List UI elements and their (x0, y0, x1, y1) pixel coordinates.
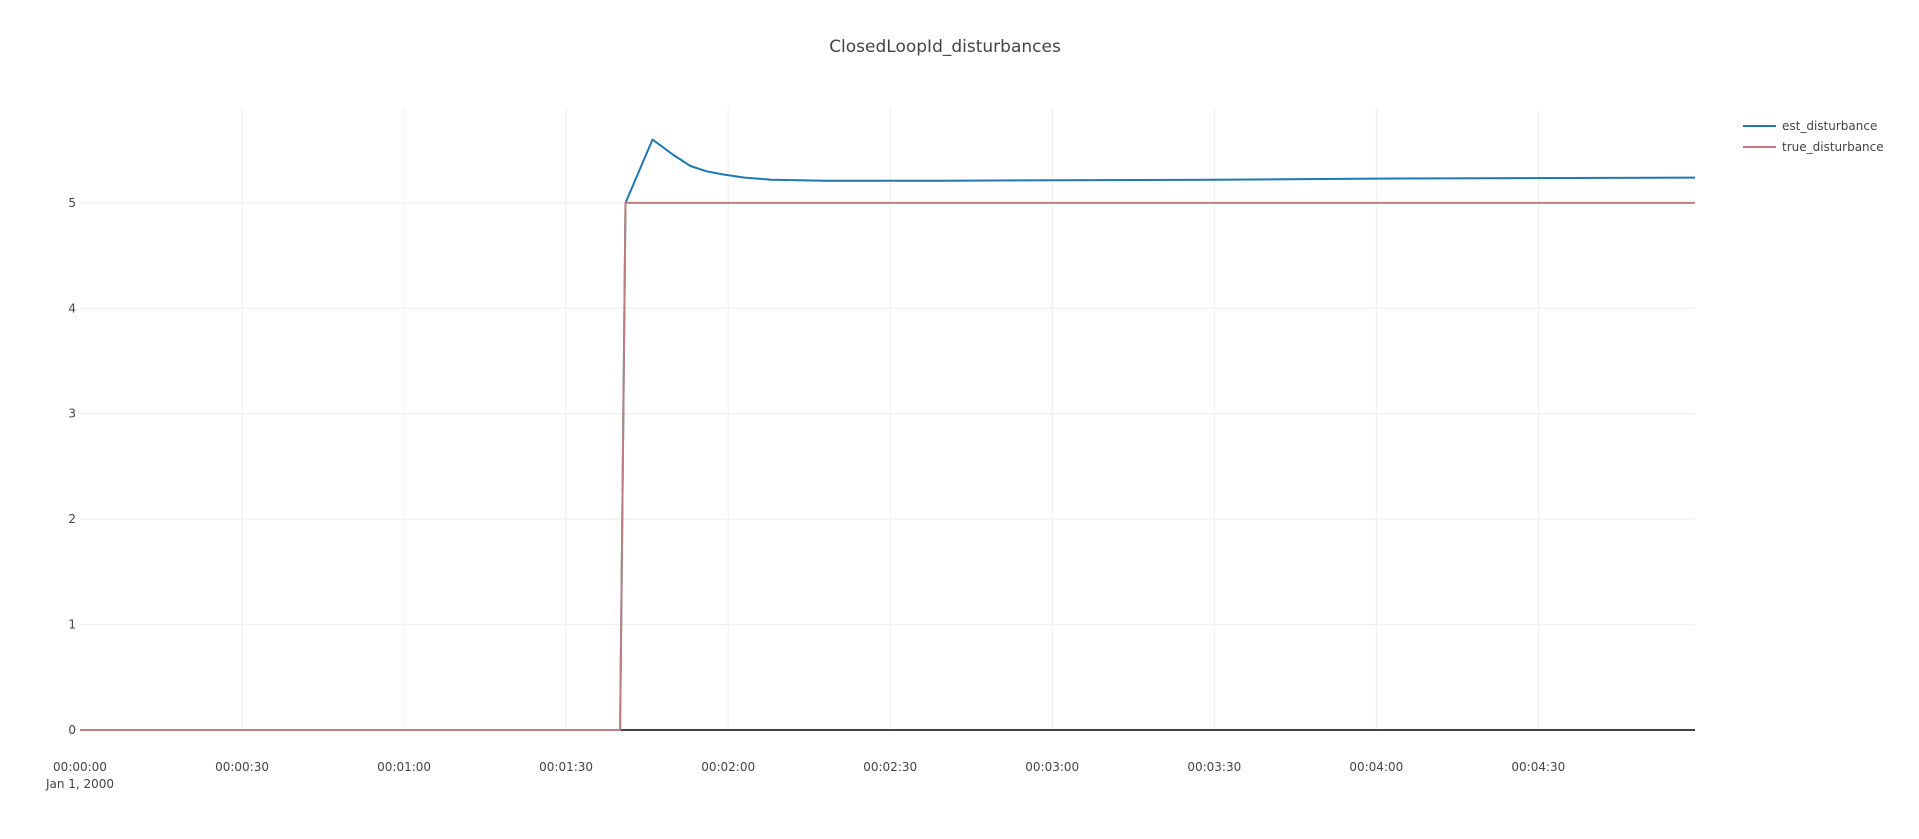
series-lines (80, 138, 1696, 731)
y-tick-label: 5 (68, 196, 76, 210)
y-tick-label: 2 (68, 512, 76, 526)
x-tick-label: 00:03:00 (1025, 760, 1079, 774)
y-tick-label: 0 (68, 723, 76, 737)
grid (80, 108, 1695, 730)
x-tick-label: 00:02:00 (701, 760, 755, 774)
series-line-est-disturbance (80, 138, 1696, 731)
x-date-label: Jan 1, 2000 (45, 777, 114, 791)
x-tick-label: 00:04:30 (1511, 760, 1565, 774)
legend-label: true_disturbance (1782, 140, 1884, 154)
legend-label: est_disturbance (1782, 119, 1877, 133)
legend[interactable]: est_disturbance true_disturbance (1743, 119, 1884, 154)
x-tick-label: 00:04:00 (1349, 760, 1403, 774)
legend-item-true-disturbance[interactable]: true_disturbance (1743, 140, 1884, 154)
y-tick-label: 4 (68, 301, 76, 315)
x-tick-label: 00:01:30 (539, 760, 593, 774)
x-tick-label: 00:00:30 (215, 760, 269, 774)
chart-title: ClosedLoopId_disturbances (829, 37, 1061, 57)
x-tick-label: 00:03:30 (1187, 760, 1241, 774)
x-tick-label: 00:02:30 (863, 760, 917, 774)
legend-item-est-disturbance[interactable]: est_disturbance (1743, 119, 1877, 133)
y-tick-label: 3 (68, 407, 76, 421)
x-tick-label: 00:00:00 (53, 760, 107, 774)
series-line-true-disturbance (80, 201, 1695, 731)
y-tick-label: 1 (68, 618, 76, 632)
axes: 00:00:00 00:00:30 00:01:00 00:01:30 00:02:00… (45, 196, 1695, 791)
x-tick-label: 00:01:00 (377, 760, 431, 774)
